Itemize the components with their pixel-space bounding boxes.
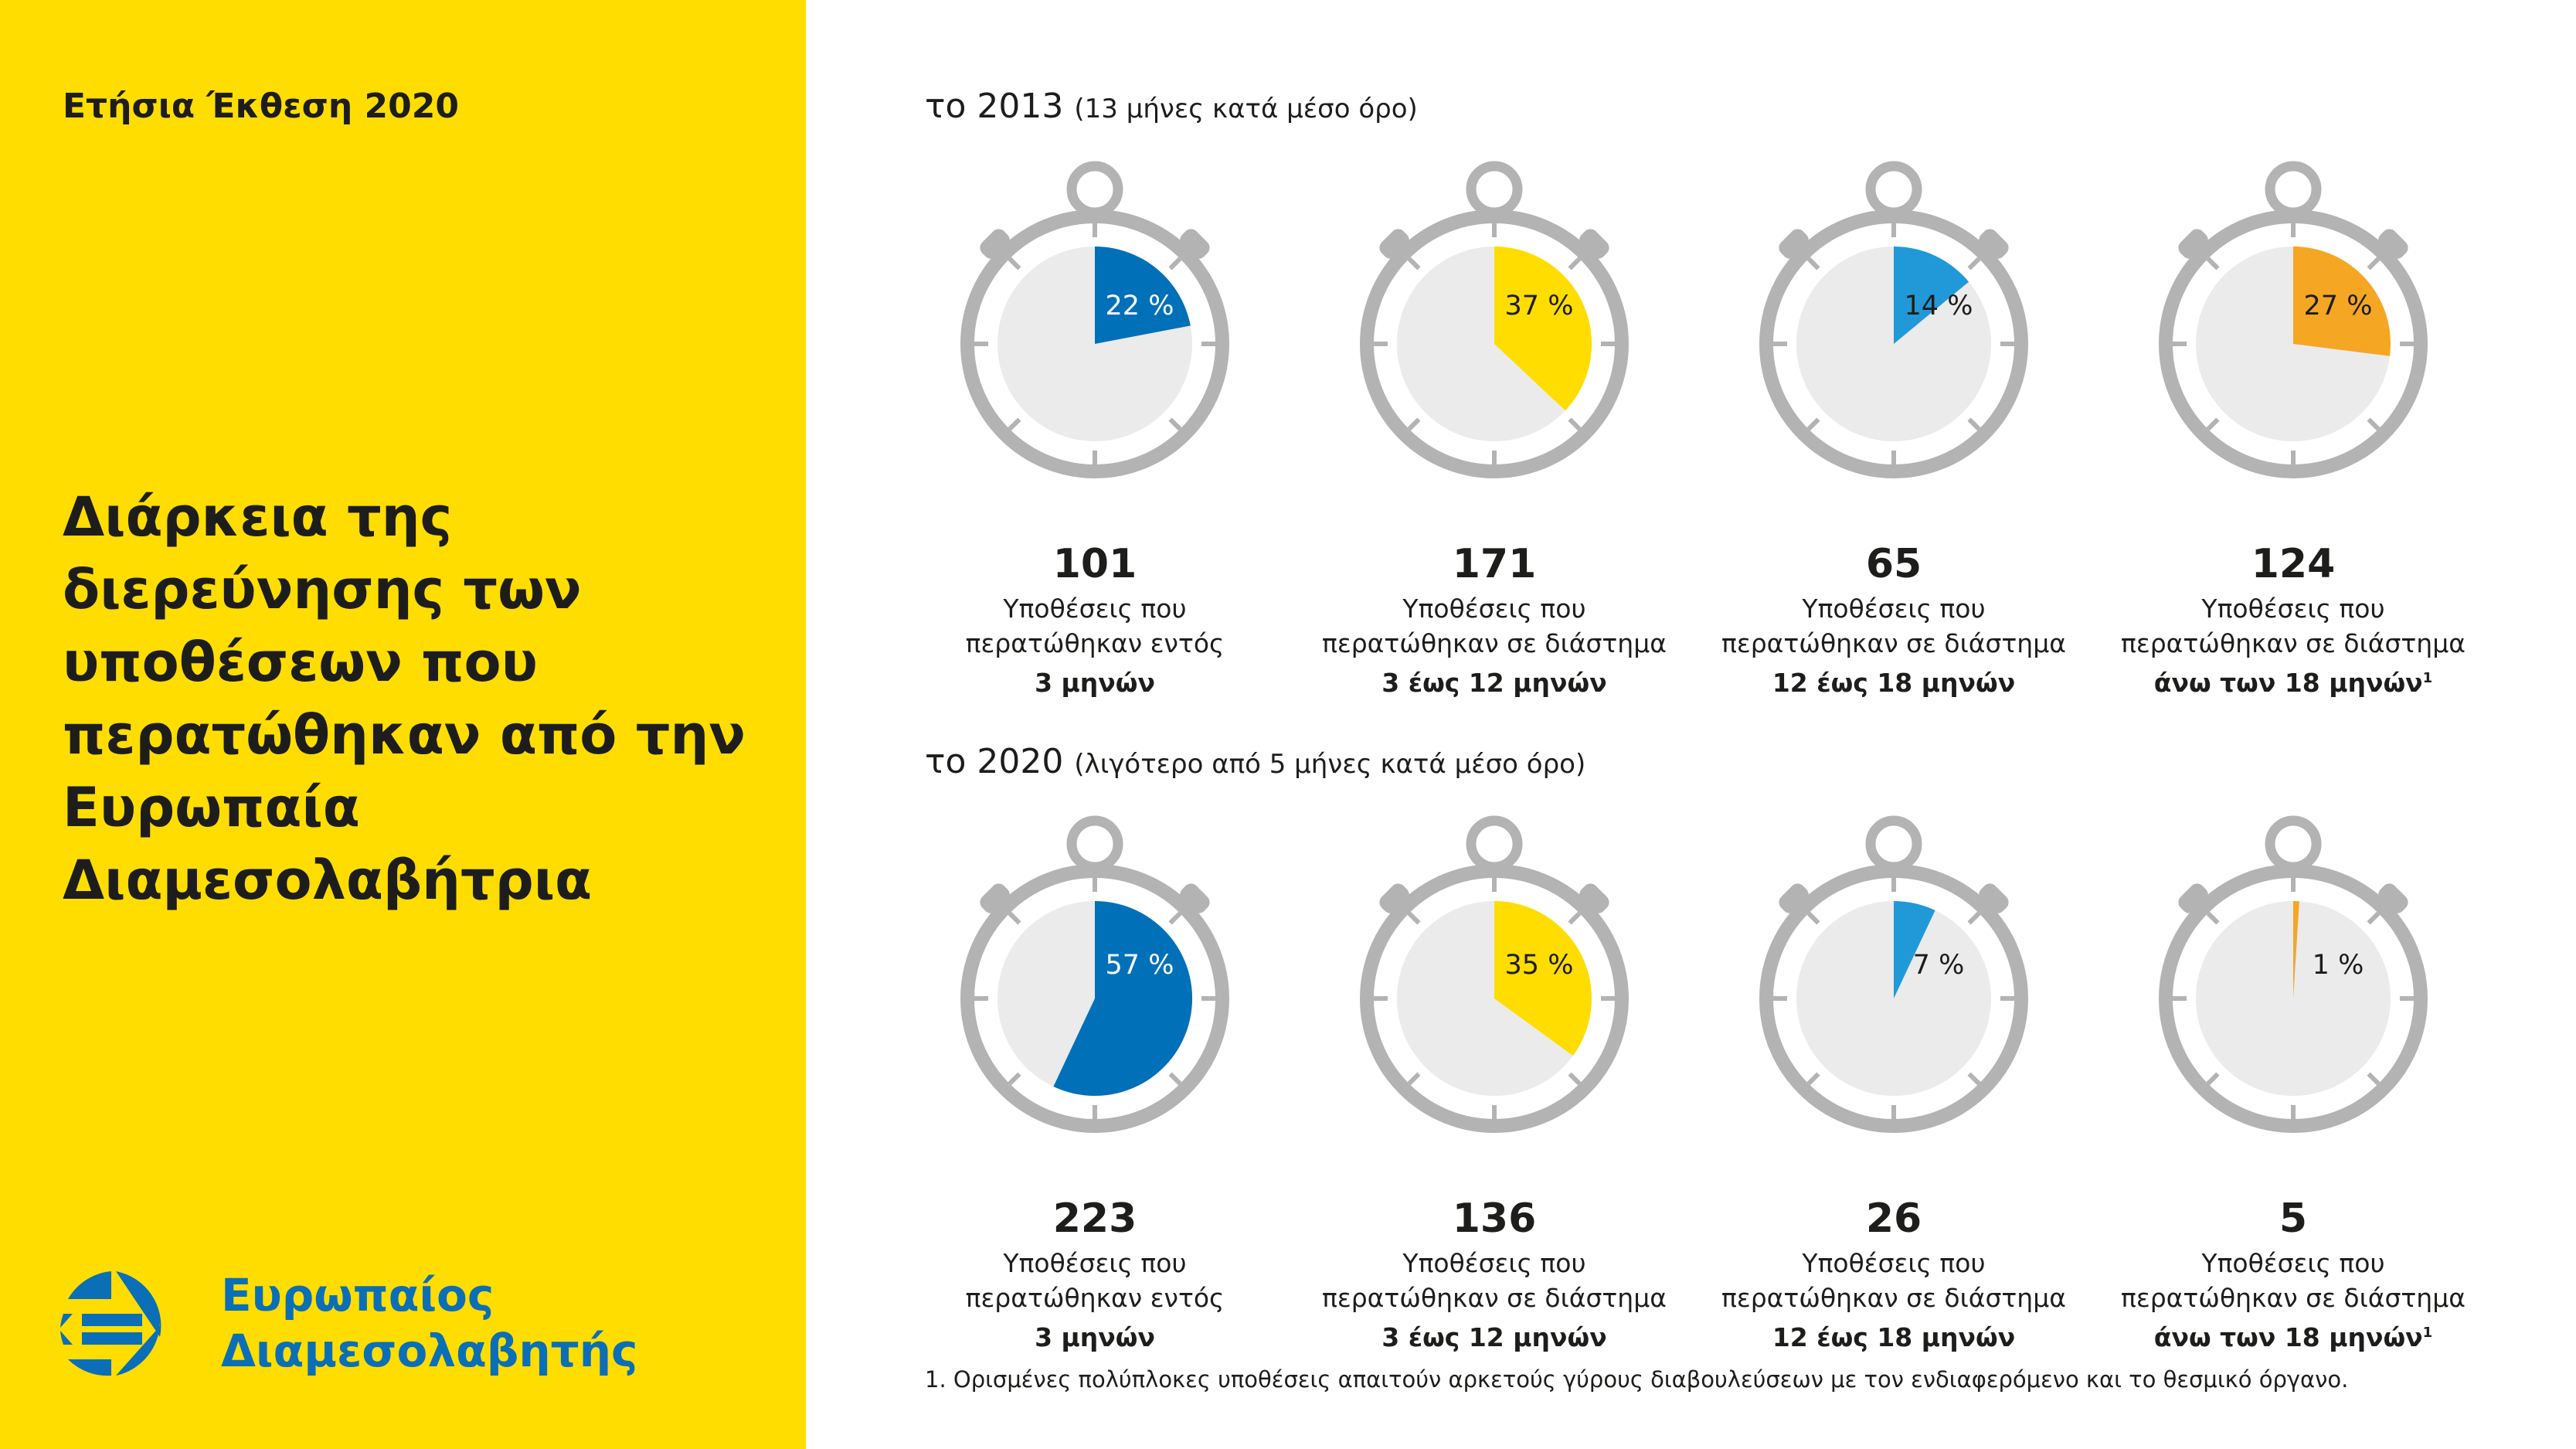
desc-line: Υποθέσεις που [2201,1248,2385,1278]
pie-wedge [1053,901,1193,1096]
percent-label: 22 % [1106,291,1174,321]
stopwatch-item: 37 % 171 Υποθέσεις που περατώθηκαν σε διάσ… [1293,143,1695,730]
desc-line: περατώθηκαν σε διάστημα [1721,628,2066,658]
desc-duration: 3 έως 12 μηνών [1263,661,1726,700]
section-year: το 2013 [925,87,1064,126]
case-count: 101 [1052,541,1137,587]
pie-wedge [2293,247,2391,356]
logo-text: Ευρωπαίος Διαμεσολαβητής [221,1267,637,1379]
stopwatch-icon: 57 % [960,815,1229,1133]
case-description: Υποθέσεις που περατώθηκαν εντός 3 μηνών [863,1246,1327,1355]
stopwatch-item: 7 % 26 Υποθέσεις που περατώθηκαν σε διάστη… [1693,798,2095,1385]
desc-duration: 3 μηνών [863,661,1327,700]
duration-text: 3 μηνών [1035,668,1155,698]
logo-line-1: Ευρωπαίος [221,1269,494,1321]
case-count: 171 [1452,541,1537,587]
desc-line: Υποθέσεις που [1003,1248,1187,1278]
pie-wedge [1894,247,1969,344]
pie-wedge [2293,900,2299,998]
stopwatch-icon: 27 % [2159,161,2428,478]
case-count: 223 [1052,1196,1137,1242]
case-description: Υποθέσεις που περατώθηκαν σε διάστημα 12 έ… [1662,591,2126,700]
stopwatch-item: 14 % 65 Υποθέσεις που περατώθηκαν σε διάστ… [1693,143,2095,730]
percent-label: 57 % [1106,950,1174,981]
section-year: το 2020 [925,742,1064,781]
desc-line: περατώθηκαν σε διάστημα [1322,628,1667,658]
desc-line: Υποθέσεις που [2201,594,2385,624]
case-description: Υποθέσεις που περατώθηκαν σε διάστημα άνω … [2061,591,2525,700]
duration-text: 3 μηνών [1035,1322,1155,1352]
page-title: Διάρκεια της διερεύνησης των υποθέσεων π… [63,485,746,912]
stopwatch-item: 35 % 136 Υποθέσεις που περατώθηκαν σε διάσ… [1293,798,1695,1385]
desc-duration: 12 έως 18 μηνών [1662,1315,2126,1355]
section-2020-title: το 2020 (λιγότερο από 5 μήνες κατά μέσο … [925,742,1585,781]
desc-line: Υποθέσεις που [1402,1248,1586,1278]
report-title: Ετήσια Έκθεση 2020 [63,87,459,126]
desc-line: Υποθέσεις που [1003,594,1187,624]
left-panel: Ετήσια Έκθεση 2020 Διάρκεια της διερεύνη… [0,0,806,1449]
stopwatch-item: 22 % 101 Υποθέσεις που περατώθηκαν εντός 3 … [894,143,1296,730]
desc-line: περατώθηκαν σε διάστημα [1721,1283,2066,1313]
percent-label: 35 % [1505,950,1574,981]
footnote: 1. Ορισμένες πολύπλοκες υποθέσεις απαιτο… [925,1366,2349,1393]
stopwatch-item: 57 % 223 Υποθέσεις που περατώθηκαν εντός 3 … [894,798,1296,1385]
section-note: (λιγότερο από 5 μήνες κατά μέσο όρο) [1074,749,1586,780]
case-count: 124 [2251,541,2336,587]
case-description: Υποθέσεις που περατώθηκαν σε διάστημα 3 έω… [1263,591,1726,700]
ombudsman-logo-icon [60,1271,161,1376]
desc-line: περατώθηκαν σε διάστημα [2121,1283,2466,1313]
case-description: Υποθέσεις που περατώθηκαν σε διάστημα άνω … [2061,1246,2525,1355]
duration-text: 3 έως 12 μηνών [1381,668,1607,698]
case-description: Υποθέσεις που περατώθηκαν σε διάστημα 12 έ… [1662,1246,2126,1355]
stopwatch-item: 1 % 5 Υποθέσεις που περατώθηκαν σε διάστημ… [2092,798,2494,1385]
desc-line: Υποθέσεις που [1802,594,1986,624]
desc-duration: 12 έως 18 μηνών [1662,661,2126,700]
stopwatch-icon: 7 % [1759,815,2028,1133]
duration-text: άνω των 18 μηνών [2153,1322,2423,1352]
percent-label: 7 % [1913,950,1965,981]
stopwatch-item: 27 % 124 Υποθέσεις που περατώθηκαν σε διάσ… [2092,143,2494,730]
pie-wedge [1894,901,1935,998]
section-2013-title: το 2013 (13 μήνες κατά μέσο όρο) [925,87,1418,126]
percent-label: 37 % [1505,291,1574,321]
duration-text: 3 έως 12 μηνών [1381,1322,1607,1352]
section-note: (13 μήνες κατά μέσο όρο) [1074,94,1418,124]
footnote-ref: 1 [2422,1325,2433,1341]
pie-wedge [1494,246,1592,411]
percent-label: 14 % [1905,291,1973,321]
stopwatch-icon: 1 % [2159,815,2428,1133]
pie-wedge [1095,247,1191,344]
desc-line: περατώθηκαν σε διάστημα [1322,1283,1667,1313]
percent-label: 27 % [2304,291,2373,321]
stopwatch-icon: 22 % [960,161,1229,478]
case-count: 26 [1865,1196,1922,1242]
desc-duration: 3 μηνών [863,1315,1327,1355]
case-count: 5 [2279,1196,2308,1242]
desc-duration: άνω των 18 μηνών1 [2061,1315,2525,1355]
percent-label: 1 % [2313,950,2364,981]
stopwatch-icon: 37 % [1360,161,1629,478]
pie-wedge [1494,901,1592,1056]
logo-line-2: Διαμεσολαβητής [221,1325,638,1377]
footnote-ref: 1 [2422,670,2433,686]
case-count: 65 [1865,541,1922,587]
duration-text: 12 έως 18 μηνών [1772,668,2016,698]
desc-duration: άνω των 18 μηνών1 [2061,661,2525,700]
desc-line: περατώθηκαν εντός [965,628,1225,658]
case-description: Υποθέσεις που περατώθηκαν σε διάστημα 3 έω… [1263,1246,1726,1355]
desc-line: Υποθέσεις που [1402,594,1586,624]
desc-line: περατώθηκαν εντός [965,1283,1225,1313]
case-count: 136 [1452,1196,1537,1242]
desc-duration: 3 έως 12 μηνών [1263,1315,1726,1355]
duration-text: άνω των 18 μηνών [2153,668,2423,698]
desc-line: περατώθηκαν σε διάστημα [2121,628,2466,658]
stopwatch-icon: 14 % [1759,161,2028,478]
desc-line: Υποθέσεις που [1802,1248,1986,1278]
case-description: Υποθέσεις που περατώθηκαν εντός 3 μηνών [863,591,1327,700]
stopwatch-icon: 35 % [1360,815,1629,1133]
duration-text: 12 έως 18 μηνών [1772,1322,2016,1352]
